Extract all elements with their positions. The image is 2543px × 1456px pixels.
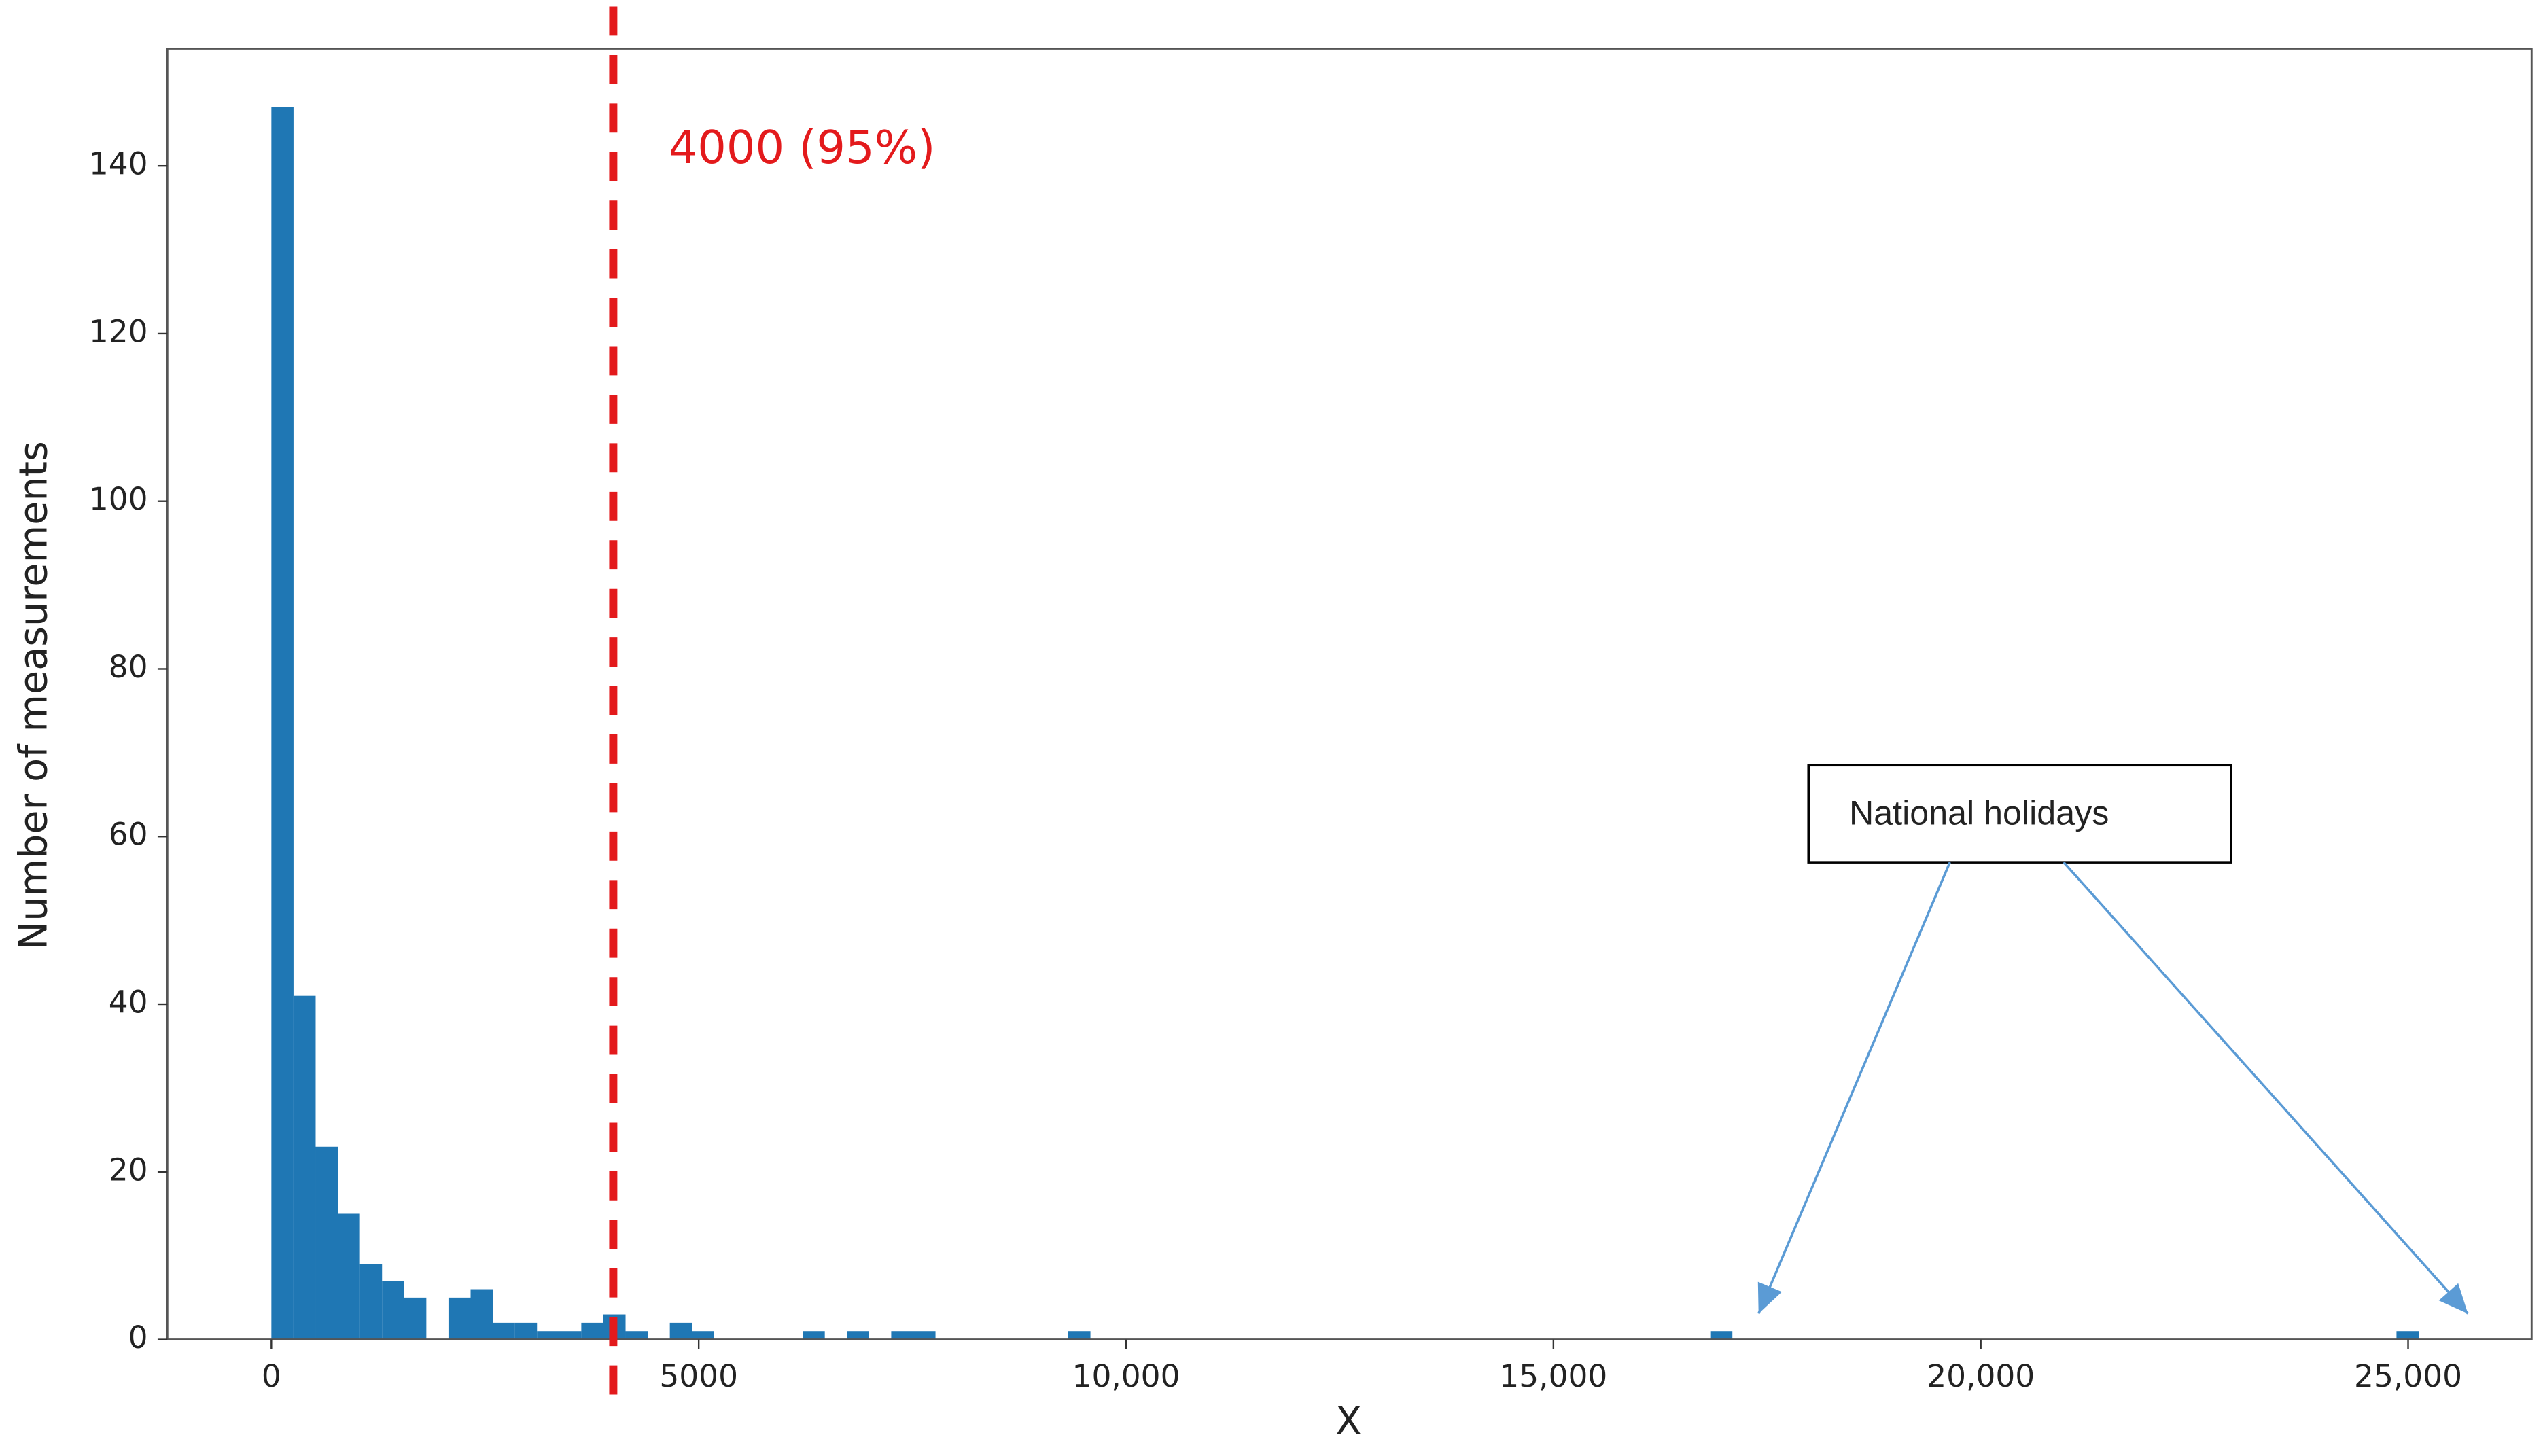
bar — [625, 1331, 648, 1340]
arrow-head — [1757, 1281, 1783, 1314]
bar — [537, 1331, 559, 1340]
y-tick-label: 20 — [109, 1152, 148, 1188]
bar — [404, 1297, 427, 1340]
y-tick-label: 60 — [109, 817, 148, 853]
annotation-arrow — [1757, 862, 1951, 1315]
bar — [559, 1331, 582, 1340]
x-tick-label: 5000 — [659, 1358, 738, 1394]
bar — [891, 1331, 913, 1340]
bar — [803, 1331, 825, 1340]
bar — [448, 1297, 471, 1340]
y-tick-label: 80 — [109, 649, 148, 685]
y-tick-label: 0 — [128, 1319, 148, 1355]
bar — [293, 995, 316, 1340]
annotation-box — [1807, 764, 2232, 864]
bar — [271, 107, 294, 1340]
x-axis-label: X — [1335, 1398, 1362, 1444]
bar — [692, 1331, 714, 1340]
threshold-label: 4000 (95%) — [669, 121, 936, 174]
y-tick-label: 100 — [89, 481, 148, 517]
x-tick-label: 10,000 — [1072, 1358, 1180, 1394]
bar — [2396, 1331, 2419, 1340]
bar — [514, 1322, 538, 1340]
x-tick-label: 0 — [262, 1358, 281, 1394]
bar — [470, 1289, 493, 1340]
annotation-text: National holidays — [1849, 794, 2109, 832]
bar — [359, 1264, 383, 1340]
annotation-arrow — [2063, 861, 2469, 1315]
plot-frame — [166, 48, 2533, 1340]
bar — [338, 1213, 360, 1340]
y-tick-label: 140 — [89, 146, 148, 182]
x-tick-label: 20,000 — [1927, 1358, 2035, 1394]
x-tick-label: 15,000 — [1499, 1358, 1607, 1394]
bar — [382, 1281, 404, 1340]
y-tick-label: 40 — [109, 984, 148, 1020]
y-axis-label: Number of measurements — [10, 441, 56, 950]
x-tick-label: 25,000 — [2354, 1358, 2462, 1394]
arrow-head — [2438, 1283, 2468, 1314]
bar — [847, 1331, 869, 1340]
bar — [315, 1146, 338, 1340]
bar — [493, 1322, 515, 1340]
bar — [1068, 1331, 1091, 1340]
bar — [913, 1331, 936, 1340]
bar — [1710, 1331, 1733, 1340]
bar — [669, 1322, 692, 1340]
y-tick-label: 120 — [89, 314, 148, 350]
bar — [581, 1322, 603, 1340]
